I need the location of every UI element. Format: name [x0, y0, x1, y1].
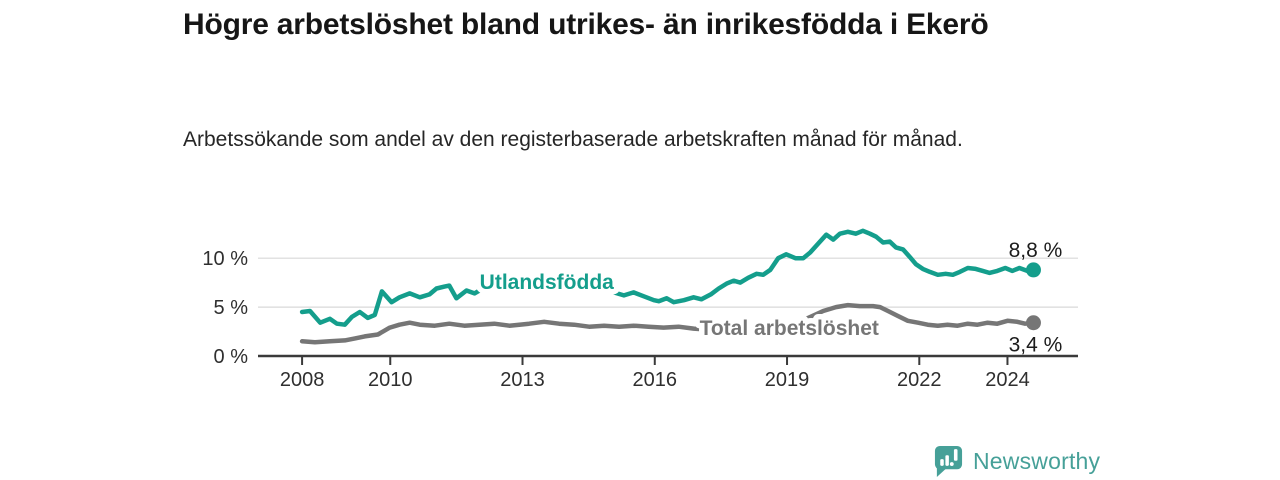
- series-line-utlandsfodda: [299, 228, 1036, 327]
- series-end-dot-utlandsfodda: [1025, 262, 1041, 278]
- logo-bar-tall: [945, 455, 949, 466]
- x-axis-tick-label: 2024: [985, 369, 1030, 391]
- y-axis-tick-label: 0 %: [214, 346, 249, 368]
- series-label-total: Total arbetslöshet: [700, 317, 879, 340]
- series-line-total: [299, 302, 1036, 345]
- x-axis-tick-label: 2008: [280, 369, 325, 391]
- x-axis-tick-label: 2022: [897, 369, 942, 391]
- x-axis-tick-label: 2019: [765, 369, 810, 391]
- series-label-utlandsfodda: Utlandsfödda: [480, 271, 614, 294]
- page-title: Högre arbetslöshet bland utrikes- än inr…: [183, 8, 989, 41]
- logo-bar-short: [940, 459, 944, 466]
- x-axis-tick-label: 2010: [368, 369, 413, 391]
- logo-exclamation-bar: [953, 449, 958, 461]
- series-end-label-utlandsfodda: 8,8 %: [1009, 239, 1063, 262]
- newsworthy-logo-text: Newsworthy: [973, 447, 1101, 474]
- series-end-dot-total: [1025, 315, 1041, 331]
- y-axis-tick-label: 5 %: [214, 297, 249, 319]
- newsworthy-logo[interactable]: Newsworthy: [933, 444, 1100, 478]
- logo-dot: [949, 462, 954, 466]
- x-axis-tick-label: 2013: [500, 369, 545, 391]
- x-axis-tick-label: 2016: [633, 369, 678, 391]
- y-axis-tick-label: 10 %: [202, 248, 248, 270]
- chart-subtitle: Arbetssökande som andel av den registerb…: [183, 128, 963, 151]
- series-end-label-total: 3,4 %: [1009, 334, 1063, 357]
- newsworthy-logo-icon: [934, 445, 963, 477]
